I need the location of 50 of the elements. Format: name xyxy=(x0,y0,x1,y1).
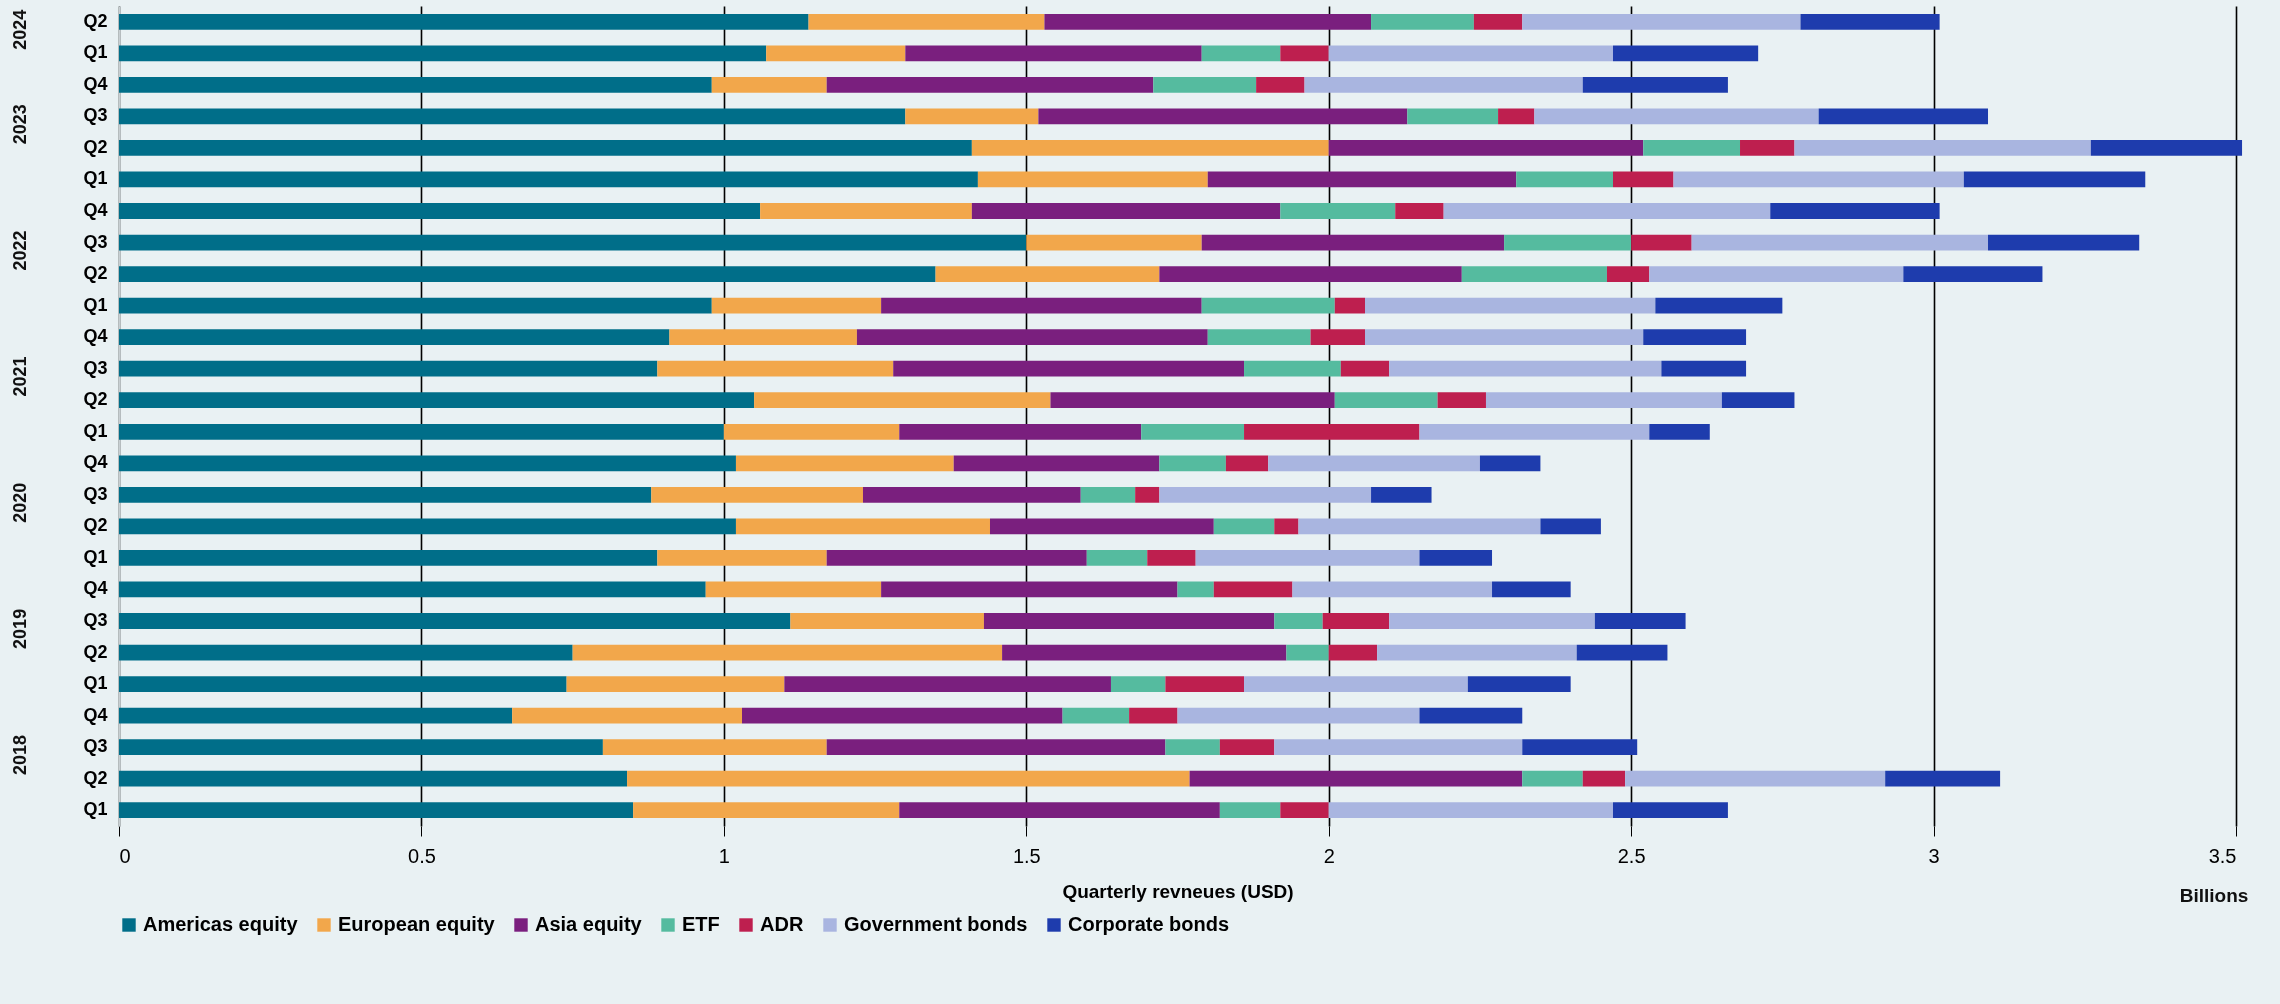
text: 2021 xyxy=(10,356,30,397)
y-tick-label: Q3 xyxy=(83,610,108,630)
legend-label: Government bonds xyxy=(844,913,1028,935)
y-tick-label: Q1 xyxy=(83,42,108,63)
y-tick-label: Q3 xyxy=(83,483,108,504)
legend-label: Asia equity xyxy=(535,913,643,935)
y-tick-label: Q1 xyxy=(83,546,108,567)
y-tick-label: Q4 xyxy=(83,73,108,94)
x-tick-label: 3.5 xyxy=(2208,844,2237,867)
x-tick-label: 2.5 xyxy=(1617,844,1646,867)
x-tick-label: 1 xyxy=(718,844,730,867)
legend-label: ETF xyxy=(682,913,720,935)
y-tick-label: Q4 xyxy=(83,452,108,473)
y-tick-label: Q3 xyxy=(83,231,108,252)
x-tick-label: 2 xyxy=(1323,844,1335,867)
x-tick-label: 0 xyxy=(119,844,131,867)
y-tick-label: Q4 xyxy=(83,578,108,599)
y-tick-label: Q2 xyxy=(83,136,108,157)
y-tick-label: Q2 xyxy=(83,263,108,284)
y-tick-label: Q1 xyxy=(83,168,108,189)
y-tick-label: Q4 xyxy=(83,704,108,725)
text: Billions xyxy=(2179,885,2249,906)
x-tick-label: 3 xyxy=(1928,844,1940,867)
y-tick-label: Q1 xyxy=(83,799,108,820)
legend-label: Americas equity xyxy=(143,913,299,935)
y-tick-label: Q4 xyxy=(83,200,108,220)
y-tick-label: Q3 xyxy=(83,357,108,378)
text: 2024 xyxy=(10,9,30,50)
x-axis-title: Quarterly revneues (USD) xyxy=(1062,880,1294,902)
y-tick-label: Q2 xyxy=(83,515,108,536)
y-tick-label: Q4 xyxy=(83,326,108,347)
y-tick-label: Q2 xyxy=(83,389,108,410)
y-tick-label: Q1 xyxy=(83,294,108,315)
x-tick-label: 0.5 xyxy=(408,844,436,867)
legend-label: ADR xyxy=(760,913,804,935)
x-tick-label: 1.5 xyxy=(1012,844,1041,867)
text: 2018 xyxy=(10,735,30,776)
text: 2022 xyxy=(10,230,30,271)
y-tick-label: Q1 xyxy=(83,673,108,694)
y-tick-label: Q2 xyxy=(83,767,108,788)
legend-label: European equity xyxy=(338,913,496,935)
text: 2019 xyxy=(10,608,30,649)
y-tick-label: Q3 xyxy=(83,736,108,757)
y-tick-label: Q2 xyxy=(83,10,108,31)
text: 2020 xyxy=(10,482,30,523)
y-tick-label: Q2 xyxy=(83,641,108,662)
text: 2023 xyxy=(10,104,30,145)
y-tick-label: Q3 xyxy=(83,105,108,126)
legend-label: Corporate bonds xyxy=(1068,913,1230,935)
y-tick-label: Q1 xyxy=(83,420,108,441)
